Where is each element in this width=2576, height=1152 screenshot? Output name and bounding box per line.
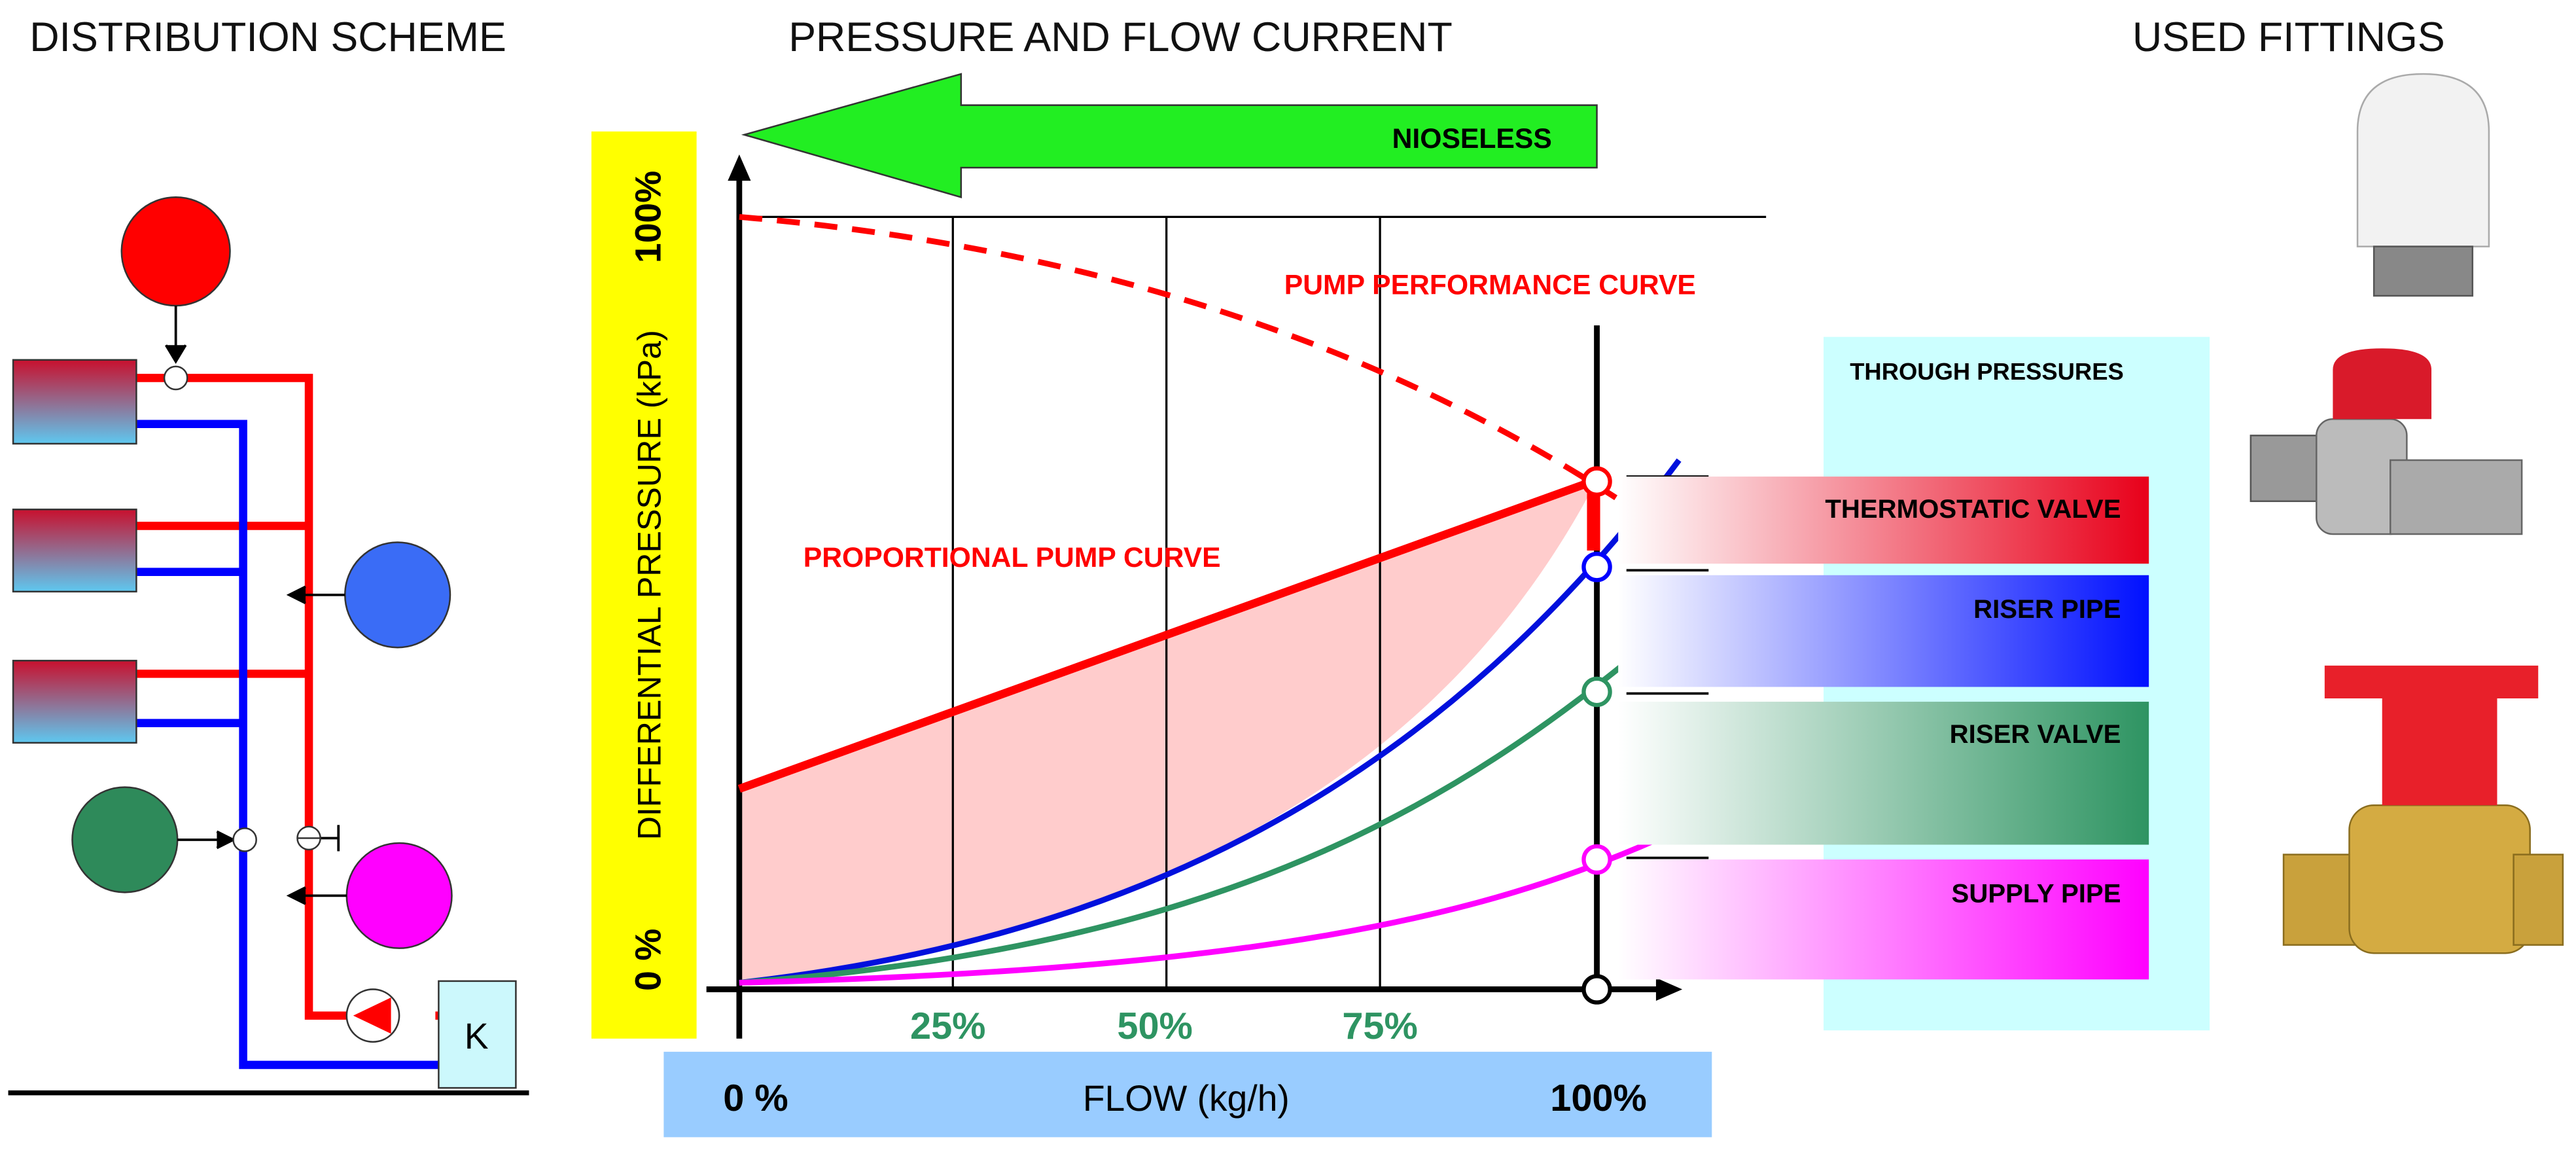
shape	[345, 842, 453, 949]
shape	[2324, 665, 2539, 699]
pressures: THROUGH PRESSURES THERMOSTATIC VALVE RIS…	[1618, 336, 2210, 1031]
x-start-label: 0 %	[723, 1077, 788, 1119]
shape	[1581, 466, 1612, 497]
shape	[2390, 459, 2523, 535]
shape	[2513, 854, 2564, 946]
shape	[728, 154, 751, 181]
shape	[2373, 245, 2474, 297]
shape	[2382, 690, 2497, 806]
x-tick-label: 25%	[910, 1005, 986, 1047]
shape	[12, 660, 137, 744]
shape	[438, 980, 517, 1089]
pressures-title: THROUGH PRESSURES	[1850, 358, 2124, 385]
shape	[136, 374, 440, 1070]
x-band	[663, 1051, 1712, 1138]
shape	[286, 585, 306, 605]
shape	[12, 509, 137, 593]
pressure-item: SUPPLY PIPE	[1952, 878, 2121, 908]
shape	[737, 476, 1598, 793]
fittings-title: USED FITTINGS	[2132, 14, 2445, 60]
shape	[2348, 804, 2531, 954]
shape	[739, 458, 1682, 986]
shape	[163, 365, 188, 391]
y-band	[591, 131, 697, 1039]
pressure-item: RISER VALVE	[1950, 719, 2121, 749]
x-tick-label: 75%	[1342, 1005, 1418, 1047]
pressure-item: THERMOSTATIC VALVE	[1825, 494, 2121, 524]
shape	[164, 344, 187, 365]
noiseless-arrow	[741, 73, 1598, 198]
shape	[2250, 435, 2318, 503]
arrow-label: NIOSELESS	[1392, 123, 1552, 154]
shape	[1655, 977, 1683, 1001]
shape	[1618, 477, 2149, 564]
shape	[353, 997, 391, 1034]
x-tick-label: 50%	[1117, 1005, 1193, 1047]
shape	[1581, 676, 1612, 708]
x-end-label: 100%	[1550, 1077, 1647, 1119]
shape	[71, 786, 179, 893]
pump-curve-label: PUMP PERFORMANCE CURVE	[1284, 269, 1696, 300]
chart: DIFFERENTIAL PRESSURE (kPa) 100% 0 % NIO…	[591, 73, 1767, 1138]
x-axis-label: FLOW (kg/h)	[1083, 1078, 1290, 1119]
shape	[2356, 73, 2490, 247]
shape	[1581, 974, 1612, 1005]
shape	[320, 825, 340, 852]
y-top-label: 100%	[627, 171, 668, 263]
shape	[1581, 844, 1612, 875]
shape	[1618, 859, 2149, 980]
boiler-label: K	[465, 1016, 489, 1056]
shape	[286, 886, 306, 905]
shape	[12, 359, 137, 445]
shape	[1618, 702, 2149, 845]
scheme-title: DISTRIBUTION SCHEME	[29, 14, 506, 60]
pressure-item: RISER PIPE	[1973, 594, 2121, 624]
shape	[739, 832, 1669, 986]
fittings	[2250, 73, 2564, 954]
shape	[120, 196, 231, 307]
shape	[739, 214, 1665, 532]
shape	[232, 827, 257, 852]
chart-title: PRESSURE AND FLOW CURRENT	[788, 14, 1453, 60]
scheme: K	[8, 196, 529, 1096]
shape	[1581, 551, 1612, 583]
shape	[136, 374, 440, 1020]
shape	[344, 541, 451, 649]
shape	[739, 215, 1767, 990]
shape	[216, 830, 236, 850]
shape	[136, 420, 440, 1070]
y-bottom-label: 0 %	[627, 929, 668, 991]
shape	[2333, 348, 2432, 420]
shape	[1618, 575, 2149, 687]
y-axis-label: DIFFERENTIAL PRESSURE (kPa)	[631, 330, 667, 840]
proportional-curve-label: PROPORTIONAL PUMP CURVE	[803, 542, 1221, 573]
shape	[164, 305, 347, 905]
